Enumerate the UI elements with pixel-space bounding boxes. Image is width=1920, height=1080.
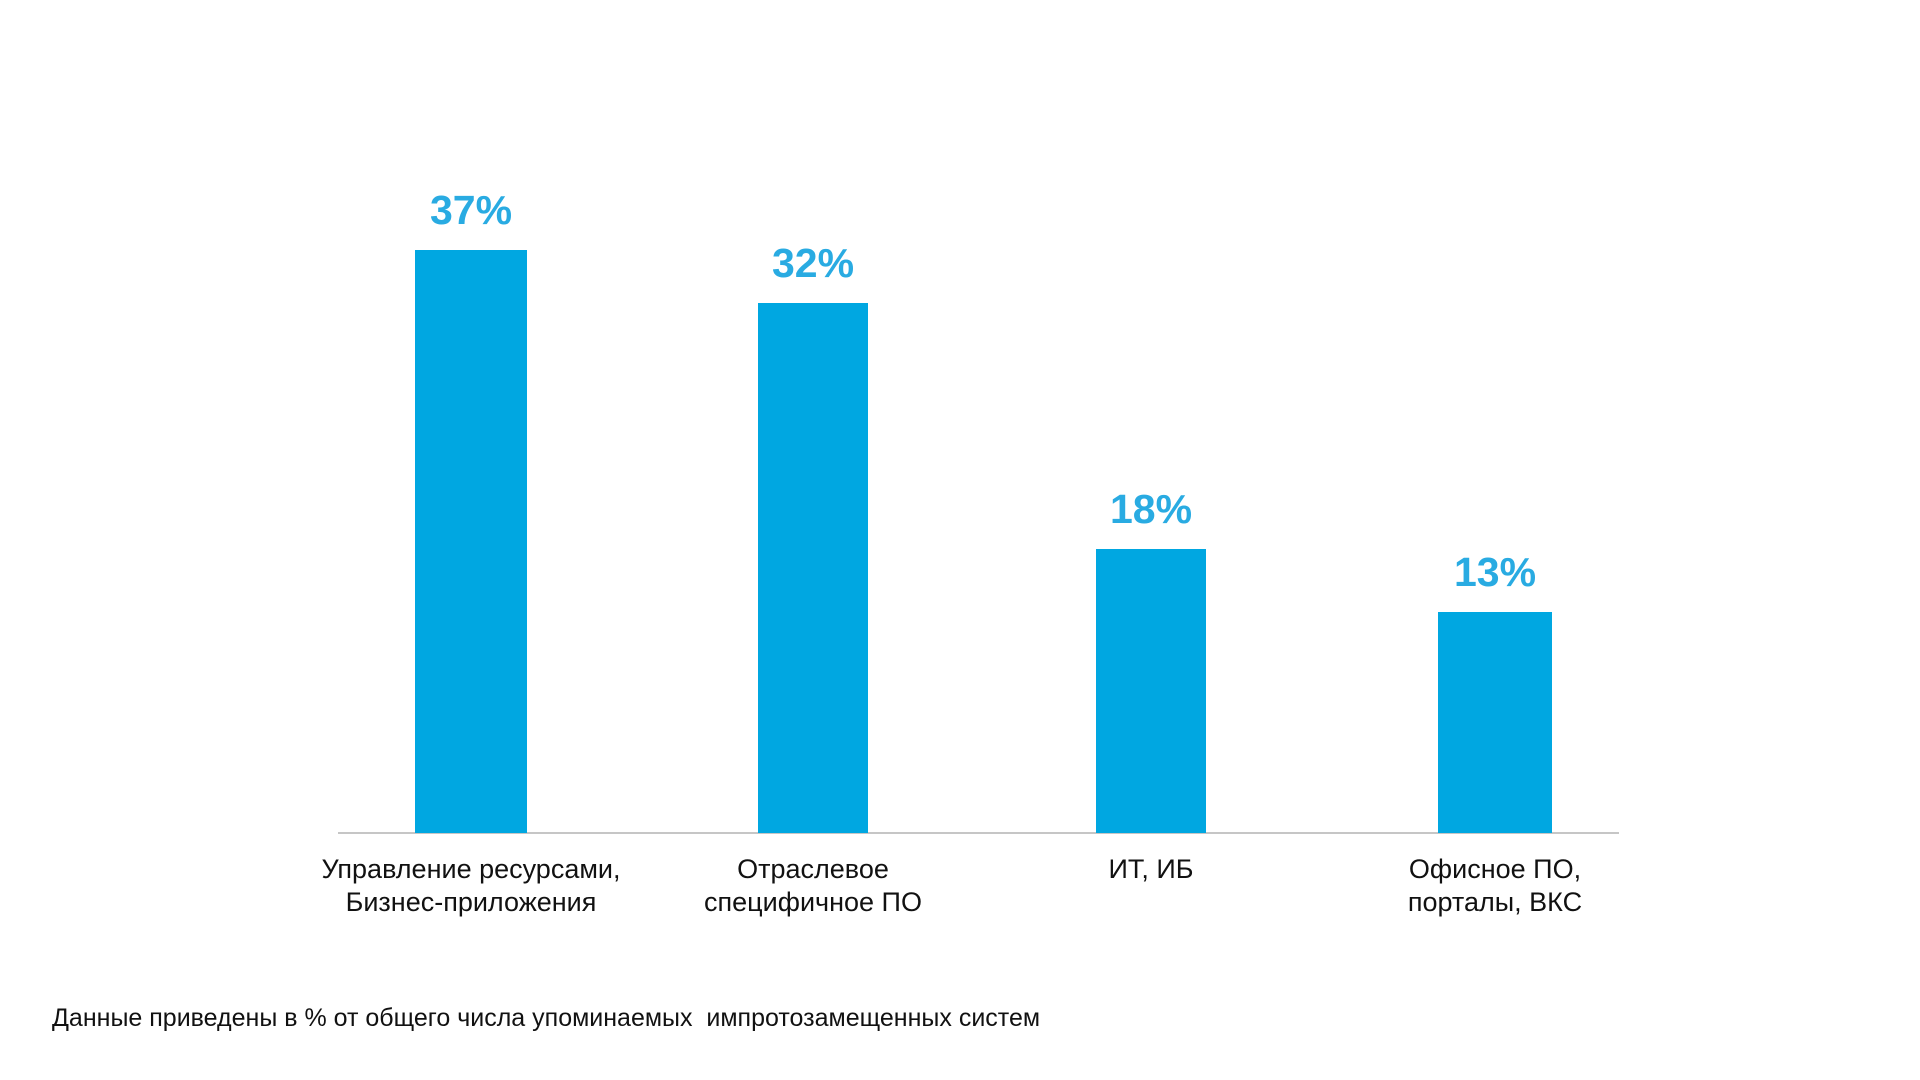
category-label: Офисное ПО, порталы, ВКС <box>1407 854 1583 917</box>
bar <box>758 303 868 833</box>
bar <box>1096 549 1206 833</box>
category-label: Управление ресурсами, Бизнес-приложения <box>321 854 621 917</box>
bar-value-label: 13% <box>1453 549 1537 595</box>
category-label: ИТ, ИБ <box>1108 854 1194 884</box>
bar <box>415 250 527 833</box>
bar-value-label: 18% <box>1109 486 1193 532</box>
bar-value-label: 37% <box>429 187 513 233</box>
category-label: Отраслевое специфичное ПО <box>704 854 922 917</box>
bar-value-label: 32% <box>771 240 855 286</box>
bar <box>1438 612 1552 833</box>
footnote: Данные приведены в % от общего числа упо… <box>52 1004 1041 1032</box>
x-axis-line <box>338 832 1619 834</box>
